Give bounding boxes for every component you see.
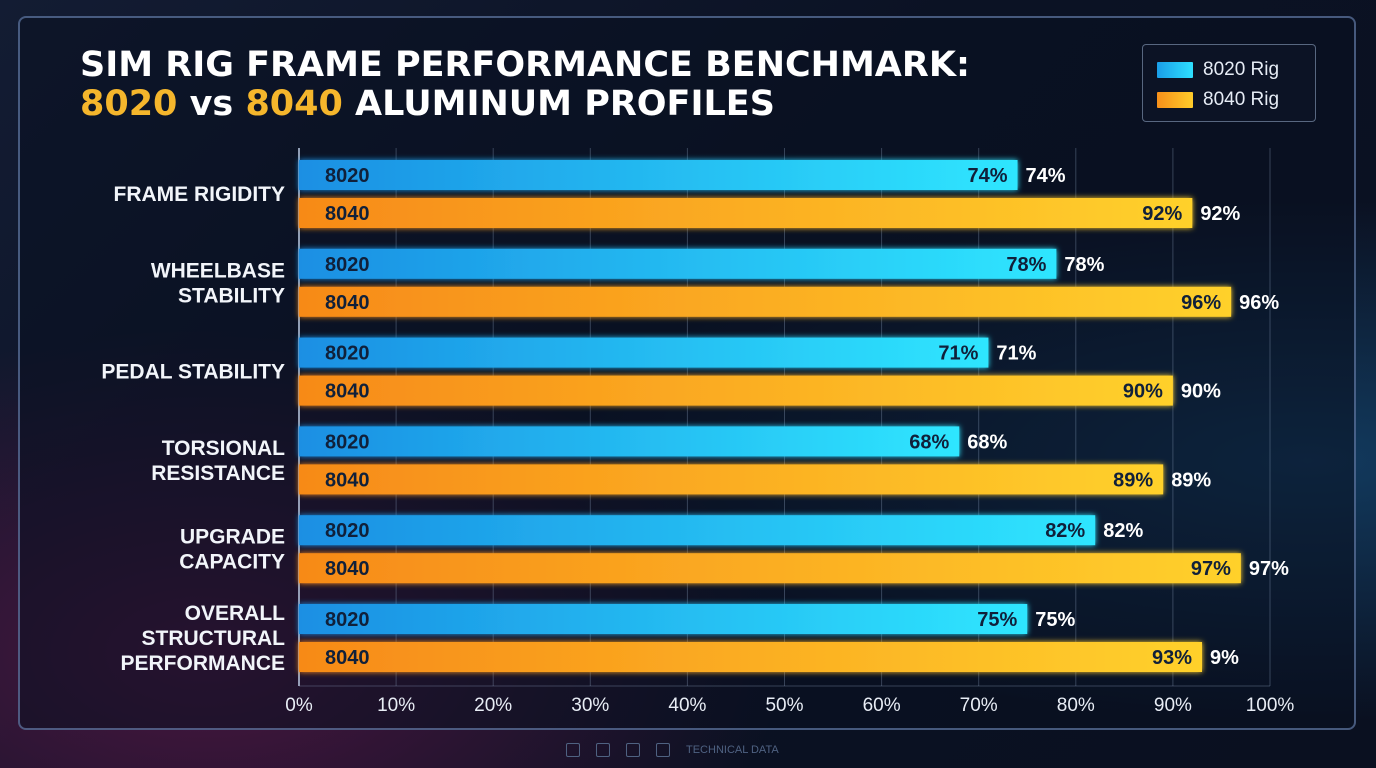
bar [299,426,960,457]
x-tick-label: 100% [1246,695,1295,716]
bar-series-label: 8040 [325,381,370,403]
bar-outside-label: 74% [1026,165,1066,187]
bar-value-label: 97% [1191,558,1231,580]
bar-outside-label: 96% [1239,292,1279,314]
bar-outside-label: 89% [1171,469,1211,491]
legend-item-8040: 8040 Rig [1157,89,1280,110]
category-label: UPGRADE [180,526,285,549]
legend-label-8040: 8040 Rig [1203,89,1280,110]
bar-outside-label: 68% [967,431,1007,453]
category-label: PEDAL STABILITY [101,361,285,384]
bar-value-label: 68% [909,431,949,453]
bar [299,198,1193,228]
bar-series-label: 8040 [325,203,370,225]
bar [299,375,1173,406]
bar-value-label: 71% [938,343,978,365]
x-tick-label: 90% [1154,695,1192,716]
bar [299,642,1203,672]
bar-outside-label: 90% [1181,381,1221,403]
category-label: WHEELBASE [151,259,285,282]
title-rest: ALUMINUM PROFILES [342,84,775,124]
x-tick-label: 80% [1057,695,1095,716]
bar-series-label: 8040 [325,558,370,580]
labels: 0% 10% 20% 30% 40% 50% 60% 70% 80% 90% 100% FRAME R… [101,165,1294,716]
x-tick-label: 10% [377,695,415,716]
category-label: FRAME RIGIDITY [114,183,286,206]
bar-series-label: 8020 [325,343,370,365]
bar [299,160,1018,190]
title-accent-8020: 8020 [80,84,178,124]
footer-decoration: TECHNICAL DATA [566,743,779,757]
bar-value-label: 89% [1113,469,1153,491]
grid-lines [298,148,1271,687]
chart-legend: 8020 Rig 8040 Rig [1142,44,1316,122]
bar [299,337,989,368]
bar [299,464,1164,495]
legend-swatch-8040 [1157,92,1193,108]
bar-value-label: 90% [1123,381,1163,403]
category-label: RESISTANCE [151,462,285,485]
bar [299,604,1028,634]
bar-value-label: 82% [1045,520,1085,542]
category-label: STABILITY [178,284,285,307]
footer-text: TECHNICAL DATA [686,744,779,756]
category-label: PERFORMANCE [120,652,285,675]
x-tick-label: 0% [285,695,313,716]
x-tick-label: 50% [765,695,803,716]
x-tick-label: 20% [474,695,512,716]
bar-series-label: 8040 [325,469,370,491]
title-vs: vs [177,84,246,124]
bar [299,248,1057,279]
monitor-icon [656,743,670,757]
legend-label-8020: 8020 Rig [1203,59,1280,80]
bar-outside-label: 9% [1210,647,1239,669]
bar-value-label: 75% [977,609,1017,631]
title-accent-8040: 8040 [245,84,343,124]
bar-value-label: 92% [1142,203,1182,225]
category-label: CAPACITY [179,551,285,574]
bar-series-label: 8040 [325,647,370,669]
title-line-1: SIM RIG FRAME PERFORMANCE BENCHMARK: [80,45,970,85]
legend-swatch-8020 [1157,62,1193,78]
bar-outside-label: 82% [1103,520,1143,542]
gear-icon [566,743,580,757]
x-tick-label: 60% [863,695,901,716]
bar-series-label: 8040 [325,292,370,314]
bar-outside-label: 97% [1249,558,1289,580]
bar-series-label: 8020 [325,520,370,542]
bar [299,515,1096,546]
x-tick-label: 30% [571,695,609,716]
bar-outside-label: 78% [1064,254,1104,276]
bar-value-label: 78% [1006,254,1046,276]
bar-outside-label: 75% [1035,609,1075,631]
chart-title: SIM RIG FRAME PERFORMANCE BENCHMARK: 802… [80,46,970,124]
bar-outside-label: 92% [1200,203,1240,225]
legend-item-8020: 8020 Rig [1157,59,1280,80]
category-label: STRUCTURAL [142,627,286,650]
bar-value-label: 74% [968,165,1008,187]
bar [299,286,1232,317]
x-tick-label: 70% [960,695,998,716]
bar [299,553,1241,584]
bar-series-label: 8020 [325,254,370,276]
network-icon [596,743,610,757]
bar-series-label: 8020 [325,165,370,187]
bars [299,160,1241,672]
category-label: OVERALL [185,602,286,625]
category-label: TORSIONAL [162,437,285,460]
bar-outside-label: 71% [996,343,1036,365]
bar-series-label: 8020 [325,431,370,453]
x-tick-label: 40% [668,695,706,716]
bar-series-label: 8020 [325,609,370,631]
bar-value-label: 96% [1181,292,1221,314]
server-icon [626,743,640,757]
bar-value-label: 93% [1152,647,1192,669]
